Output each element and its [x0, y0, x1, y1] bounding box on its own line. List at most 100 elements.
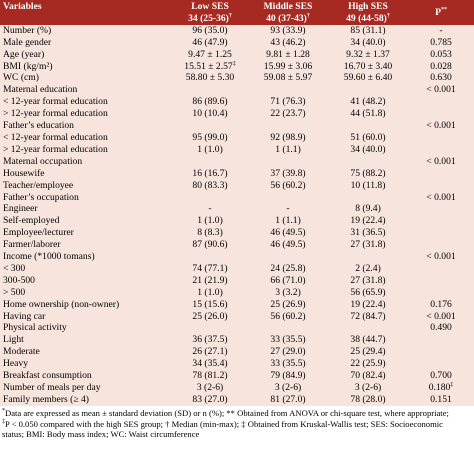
cell-middle-ses: 3 (3.2): [275, 286, 301, 298]
cell-middle-ses: 43 (46.2): [270, 36, 306, 48]
cell-middle-ses: 46 (49.5): [270, 239, 306, 251]
row-label: Maternal occupation: [3, 155, 83, 167]
cell-low-ses: 15.51 ± 2.57‡: [184, 60, 236, 72]
cell-low-ses: 25 (26.0): [192, 310, 228, 322]
table-row: Moderate 26 (27.1) 27 (29.0) 25 (29.4): [0, 346, 474, 359]
table-row: Physical activity 0.490: [0, 322, 474, 335]
table-row: Light 36 (37.5) 33 (35.5) 38 (44.7): [0, 334, 474, 347]
table-row: BMI (kg/m²) 15.51 ± 2.57‡ 15.99 ± 3.06 16.7…: [0, 60, 474, 73]
header-low-ses-age: 34 (25-36)†: [172, 12, 248, 25]
cell-high-ses: [328, 84, 408, 96]
cell-low-ses: [172, 120, 248, 132]
table-row: Male gender 46 (47.9) 43 (46.2) 34 (40.0) 0.…: [0, 36, 474, 49]
row-label: Number of meals per day: [3, 382, 101, 393]
cell-p-value: 0.151: [430, 393, 452, 405]
cell-low-ses: 83 (27.0): [192, 393, 228, 405]
table-row: Heavy 34 (35.4) 33 (35.5) 22 (25.9): [0, 358, 474, 371]
cell-p-value: 0.630: [430, 72, 452, 84]
cell-middle-ses: 92 (98.9): [270, 131, 306, 143]
cell-high-ses: 59.60 ± 6.40: [343, 72, 393, 84]
row-label: Father’s occupation: [3, 191, 79, 203]
cell-low-ses: 78 (81.2): [192, 370, 228, 382]
cell-high-ses: [328, 156, 408, 168]
cell-middle-ses: [248, 251, 328, 263]
cell-high-ses: 16.70 ± 3.40: [343, 60, 393, 72]
row-label: Farmer/laborer: [3, 239, 61, 251]
cell-low-ses: 96 (35.0): [192, 24, 228, 36]
cell-p-value: < 0.001: [426, 310, 456, 322]
cell-low-ses: 87 (90.6): [192, 239, 228, 251]
row-label: > 12-year formal education: [3, 108, 108, 120]
table-row: Employee/lecturer 8 (8.3) 46 (49.5) 31 (36.…: [0, 227, 474, 240]
table-row: Father’s occupation < 0.001: [0, 191, 474, 204]
cell-p-value: [408, 239, 474, 251]
row-label: BMI (kg/m²): [3, 60, 53, 72]
cell-middle-ses: 46 (49.5): [270, 227, 306, 239]
cell-p-value: [408, 287, 474, 299]
row-label: Teacher/employee: [3, 179, 74, 191]
table-row: Breakfast consumption 78 (81.2) 79 (84.9) 7…: [0, 370, 474, 382]
table-row: < 12-year formal education 86 (89.6) 71 (7…: [0, 96, 474, 109]
row-label: Breakfast consumption: [3, 370, 92, 382]
table-row: Housewife 16 (16.7) 37 (39.8) 75 (88.2): [0, 167, 474, 180]
row-label: Income (*1000 tomans): [3, 251, 95, 263]
table-row: WC (cm) 58.80 ± 5.30 59.08 ± 5.97 59.60 ± 6…: [0, 72, 474, 85]
cell-high-ses: 25 (29.4): [350, 346, 386, 358]
cell-p-value: 0.053: [430, 48, 452, 60]
cell-high-ses: 38 (44.7): [350, 334, 386, 346]
cell-middle-ses: 15.99 ± 3.06: [263, 60, 313, 72]
cell-low-ses: 1 (1.0): [197, 286, 223, 298]
cell-high-ses: 78 (28.0): [350, 393, 386, 405]
cell-middle-ses: 93 (33.9): [270, 24, 306, 36]
cell-high-ses: 31 (36.5): [350, 227, 386, 239]
row-label: Family members (≥ 4): [3, 393, 89, 405]
cell-high-ses: 27 (31.8): [350, 274, 386, 286]
cell-middle-ses: 37 (39.8): [270, 167, 306, 179]
header-p-value: P**: [408, 0, 474, 25]
row-label: Having car: [3, 310, 46, 322]
cell-p-value: [408, 346, 474, 358]
cell-high-ses: 22 (25.9): [350, 358, 386, 370]
footnote-line-2: ‡P < 0.050 compared with the high SES gr…: [2, 418, 443, 429]
footnote-line-1: *Data are expressed as mean ± standard d…: [2, 408, 449, 418]
row-label: WC (cm): [3, 72, 39, 84]
row-label: < 12-year formal education: [3, 131, 108, 143]
cell-middle-ses: 33 (35.5): [270, 334, 306, 346]
row-label: Engineer: [3, 203, 38, 215]
cell-high-ses: [328, 322, 408, 334]
header-high-ses: High SES: [328, 0, 408, 13]
row-label: < 12-year formal education: [3, 96, 108, 108]
cell-low-ses: [172, 156, 248, 168]
table-row: Income (*1000 tomans) < 0.001: [0, 251, 474, 263]
table-body: Number (%) 96 (35.0) 93 (33.9) 85 (31.1) - Ma…: [0, 24, 474, 406]
cell-middle-ses: [248, 156, 328, 168]
cell-p-value: [408, 227, 474, 239]
row-label: Moderate: [3, 346, 40, 358]
footnote-line-3: status; BMI: Body mass index; WC: Waist …: [2, 429, 200, 440]
cell-p-value: < 0.001: [426, 84, 456, 96]
table-row: Maternal occupation < 0.001: [0, 155, 474, 168]
cell-low-ses: 26 (27.1): [192, 346, 228, 358]
cell-high-ses: 34 (40.0): [350, 143, 386, 155]
table-footnotes: *Data are expressed as mean ± standard d…: [0, 408, 472, 440]
table-header: Variables Low SES Middle SES High SES P*…: [0, 0, 474, 25]
cell-low-ses: 95 (99.0): [192, 131, 228, 143]
cell-high-ses: 10 (11.8): [350, 179, 386, 191]
row-label: Number (%): [3, 24, 52, 36]
cell-high-ses: 51 (60.0): [350, 131, 386, 143]
cell-p-value: [408, 168, 474, 180]
cell-low-ses: 34 (35.4): [192, 358, 228, 370]
cell-low-ses: [172, 192, 248, 204]
cell-low-ses: [172, 322, 248, 334]
cell-p-value: [408, 96, 474, 108]
table-row: > 12-year formal education 10 (10.4) 22 (2…: [0, 108, 474, 121]
cell-middle-ses: 9.81 ± 1.28: [266, 48, 310, 60]
cell-middle-ses: 33 (35.5): [270, 358, 306, 370]
cell-high-ses: 44 (51.8): [350, 108, 386, 120]
row-label: Housewife: [3, 167, 45, 179]
row-label: 300-500: [3, 274, 35, 286]
cell-low-ses: 1 (1.0): [197, 215, 223, 227]
cell-middle-ses: 56 (60.2): [270, 310, 306, 322]
table-row: Having car 25 (26.0) 56 (60.2) 72 (84.7) < 0…: [0, 310, 474, 323]
